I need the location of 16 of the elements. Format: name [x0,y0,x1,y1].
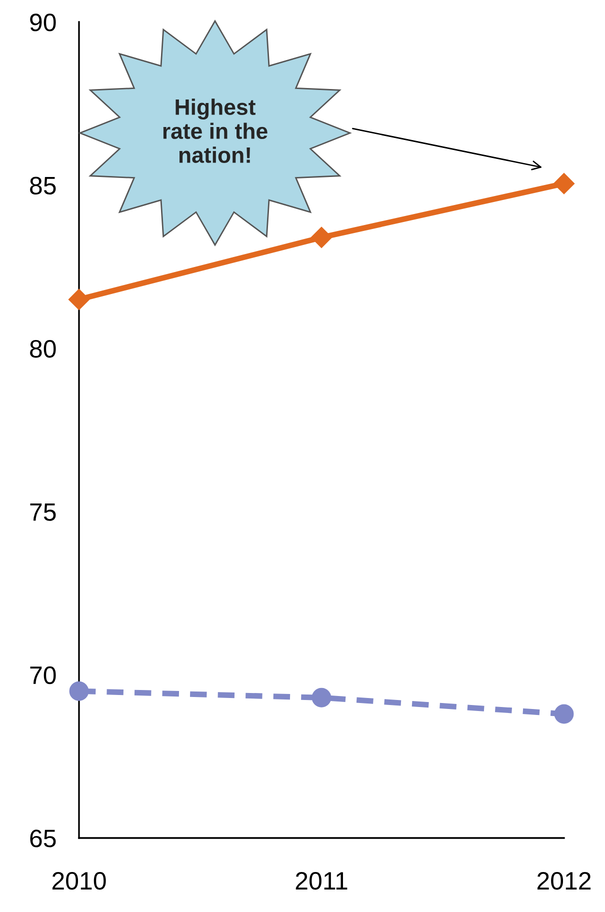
y-tick-label: 85 [30,176,56,195]
point [553,173,575,194]
point [69,681,89,701]
y-tick-label: 90 [30,14,56,32]
y-tick-label: 70 [30,666,56,684]
point [554,704,574,724]
point [68,288,90,310]
x-tick-label: 2011 [296,872,348,890]
x-tick-label: 2010 [52,872,106,890]
y-tick-label: 80 [30,340,56,358]
point [312,688,332,708]
x-tick-label: 2012 [537,872,591,890]
y-tick-label: 65 [30,830,56,848]
y-tick-label: 75 [30,503,56,521]
annotation: Highest rate in the nation! [163,98,268,163]
point [310,226,332,248]
